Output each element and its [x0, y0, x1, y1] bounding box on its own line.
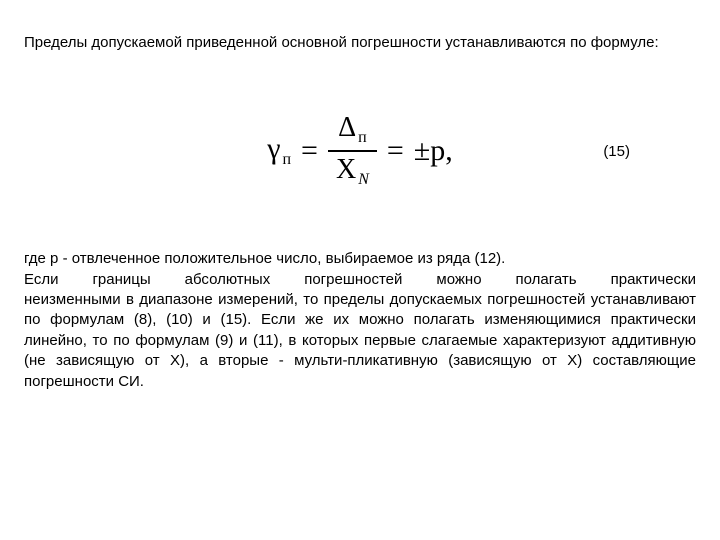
x-subscript: N: [356, 171, 369, 188]
equation-number: (15): [603, 143, 630, 160]
body-line-1: где p - отвлеченное положительное число,…: [24, 249, 696, 269]
fraction-numerator: Δп: [330, 112, 375, 148]
x-symbol: X: [336, 154, 356, 185]
body-paragraph: где p - отвлеченное положительное число,…: [24, 249, 696, 392]
body-line-2: Если границы абсолютных погрешностей мож…: [24, 270, 696, 290]
intro-paragraph: Пределы допускаемой приведенной основной…: [24, 33, 696, 53]
fraction-denominator: XN: [328, 154, 377, 190]
formula-lhs: γп: [267, 134, 291, 168]
gamma-subscript: п: [280, 151, 291, 168]
fraction-bar: [328, 150, 377, 152]
document-page: Пределы допускаемой приведенной основной…: [0, 0, 720, 540]
delta-symbol: Δ: [338, 112, 356, 143]
gamma-symbol: γ: [267, 132, 280, 165]
fraction: Δп XN: [328, 112, 377, 190]
formula-rhs: ±p,: [414, 136, 453, 166]
equals-2: =: [387, 136, 404, 166]
formula-row: γп = Δп XN = ±p, (15): [24, 111, 696, 191]
delta-subscript: п: [356, 129, 367, 146]
body-rest: неизменными в диапазоне измерений, то пр…: [24, 291, 696, 390]
intro-text: Пределы допускаемой приведенной основной…: [24, 34, 659, 51]
equals-1: =: [301, 136, 318, 166]
formula: γп = Δп XN = ±p,: [267, 112, 453, 190]
